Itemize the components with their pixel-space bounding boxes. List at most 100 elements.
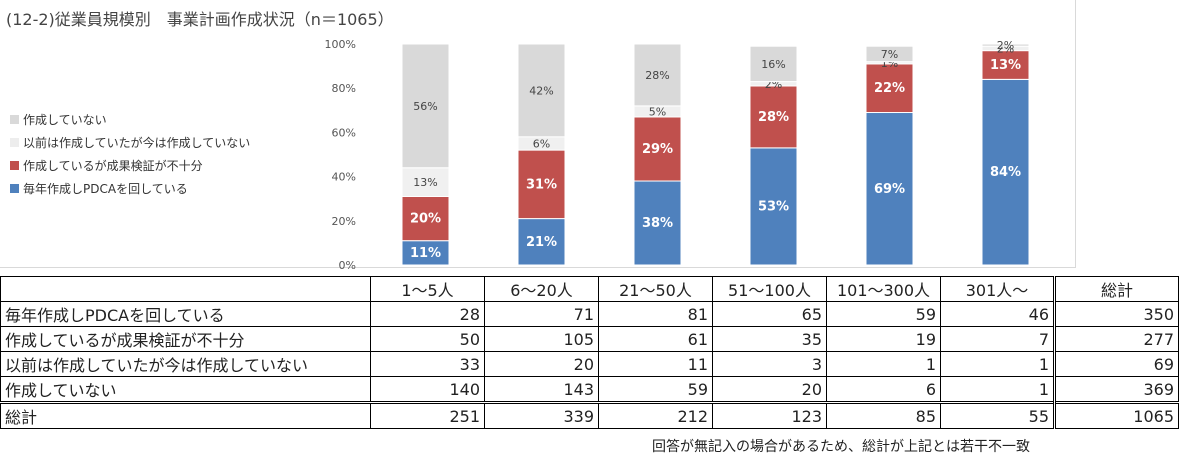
data-label: 7% (881, 48, 898, 61)
table-row: 以前は作成していたが今は作成していない 33 20 11 3 1 1 69 (0, 351, 1179, 377)
table-cell-total: 350 (1053, 301, 1179, 327)
table-cell: 251 (370, 401, 485, 429)
table-header-row: 1～5人 6～20人 21～50人 51～100人 101～300人 301人～… (0, 276, 1179, 302)
data-label: 13% (413, 176, 437, 189)
data-label: 84% (990, 165, 1021, 180)
legend-item: 作成していない (10, 108, 250, 131)
y-tick-label: 100% (325, 38, 356, 51)
table-total-row: 総計 251 339 212 123 85 55 1065 (0, 401, 1179, 429)
table-cell: 20 (484, 351, 599, 377)
y-tick-label: 40% (332, 171, 356, 184)
row-label: 作成しているが成果検証が不十分 (0, 326, 371, 352)
table-cell: 3 (712, 351, 827, 377)
table-cell-total: 277 (1053, 326, 1179, 352)
chart-legend: 作成していない以前は作成していたが今は作成していない作成しているが成果検証が不十… (10, 108, 250, 200)
table-cell: 1 (940, 376, 1055, 403)
bar-segment (633, 43, 682, 107)
data-label: 29% (642, 142, 673, 157)
chart-frame (0, 0, 1076, 268)
table-header-cell: 101～300人 (826, 276, 941, 302)
bar-segment (981, 78, 1030, 266)
table-header-cell-total: 総計 (1053, 276, 1179, 302)
bar-segment (633, 180, 682, 266)
table-cell: 59 (826, 301, 941, 327)
table-cell: 11 (598, 351, 713, 377)
table-cell: 1 (826, 351, 941, 377)
bar-segment (401, 195, 450, 242)
table-row: 毎年作成しPDCAを回している 28 71 81 65 59 46 350 (0, 301, 1179, 327)
data-label: 38% (642, 216, 673, 231)
legend-swatch (10, 184, 19, 193)
table-cell: 19 (826, 326, 941, 352)
row-label: 以前は作成していたが今は作成していない (0, 351, 371, 377)
bar-segment (749, 45, 798, 83)
table-header-cell: 21～50人 (598, 276, 713, 302)
bar-segment (865, 63, 914, 114)
y-tick-label: 20% (332, 215, 356, 228)
bar-segment (401, 240, 450, 266)
table-cell-total: 369 (1053, 376, 1179, 403)
row-label: 毎年作成しPDCAを回している (0, 301, 371, 327)
data-label: 11% (410, 246, 441, 261)
legend-label: 作成していない (23, 113, 107, 127)
table-cell: 71 (484, 301, 599, 327)
data-label: 42% (529, 84, 553, 97)
table-cell: 65 (712, 301, 827, 327)
stacked-bar-chart: 0% 20% 40% 60% 80% 100% 11% 20% 13% 56% 21% 31% 6% 42… (325, 38, 1030, 270)
table-cell: 143 (484, 376, 599, 403)
legend-item: 以前は作成していたが今は作成していない (10, 131, 250, 154)
data-label: 53% (758, 199, 789, 214)
bar-segment (749, 147, 798, 266)
data-label: 20% (410, 212, 441, 227)
data-label: 13% (990, 58, 1021, 73)
data-label: 6% (533, 137, 550, 150)
legend-swatch (10, 161, 19, 170)
table-cell: 20 (712, 376, 827, 403)
table-cell: 46 (940, 301, 1055, 327)
data-label: 31% (526, 177, 557, 192)
data-label: 2% (997, 39, 1014, 52)
data-label: 28% (645, 69, 669, 82)
table-cell: 35 (712, 326, 827, 352)
legend-item: 毎年作成しPDCAを回している (10, 177, 250, 200)
table-cell: 81 (598, 301, 713, 327)
data-label: 21% (526, 235, 557, 250)
chart-title: (12-2)従業員規模別 事業計画作成状況（n＝1065） (6, 10, 394, 29)
legend-label: 作成しているが成果検証が不十分 (23, 159, 203, 173)
table-cell: 55 (940, 401, 1055, 429)
table-row: 作成していない 140 143 59 20 6 1 369 (0, 376, 1179, 403)
legend-swatch (10, 138, 19, 147)
legend-item: 作成しているが成果検証が不十分 (10, 154, 250, 177)
bar-segment (865, 112, 914, 266)
legend-swatch (10, 115, 19, 124)
table-cell: 212 (598, 401, 713, 429)
bar-segment (981, 43, 1030, 47)
data-label: 16% (761, 58, 785, 71)
y-tick-label: 60% (332, 126, 356, 139)
bar-segment (633, 116, 682, 182)
table-cell: 7 (940, 326, 1055, 352)
table-cell: 33 (370, 351, 485, 377)
table-cell-total: 69 (1053, 351, 1179, 377)
table-cell: 85 (826, 401, 941, 429)
table-cell: 50 (370, 326, 485, 352)
data-label: 56% (413, 100, 437, 113)
table-cell: 105 (484, 326, 599, 352)
bar-segment (517, 43, 566, 138)
row-label: 総計 (0, 401, 371, 429)
legend-label: 毎年作成しPDCAを回している (23, 182, 188, 196)
y-tick-label: 0% (339, 259, 356, 270)
footnote: 回答が無記入の場合があるため、総計が上記とは若干不一致 (652, 439, 1030, 455)
y-tick-label: 80% (332, 82, 356, 95)
table-cell: 339 (484, 401, 599, 429)
table-header-cell: 1～5人 (370, 276, 485, 302)
data-label: 28% (758, 110, 789, 125)
data-table: 1～5人 6～20人 21～50人 51～100人 101～300人 301人～… (0, 276, 1179, 429)
bar-segment (981, 50, 1030, 80)
table-cell: 1 (940, 351, 1055, 377)
table-cell-total: 1065 (1053, 401, 1179, 429)
bar-segment (401, 167, 450, 197)
data-label: 69% (874, 182, 905, 197)
bar-segment (865, 45, 914, 63)
table-cell: 61 (598, 326, 713, 352)
